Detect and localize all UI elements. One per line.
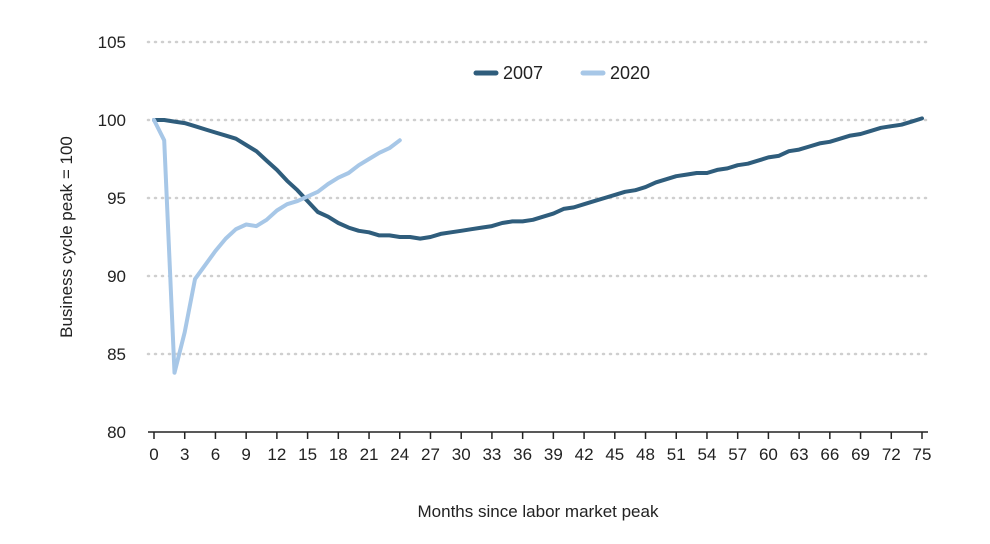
legend-label-2020: 2020 (610, 63, 650, 83)
x-tick-label: 42 (575, 445, 594, 464)
x-tick-label: 15 (298, 445, 317, 464)
x-tick-label: 54 (697, 445, 716, 464)
x-tick-label: 39 (544, 445, 563, 464)
y-tick-label: 90 (107, 267, 126, 286)
y-axis: 80 85 90 95 100 105 (98, 33, 126, 442)
x-tick-label: 36 (513, 445, 532, 464)
x-tick-label: 60 (759, 445, 778, 464)
legend-label-2007: 2007 (503, 63, 543, 83)
x-tick-label: 66 (820, 445, 839, 464)
y-axis-title: Business cycle peak = 100 (57, 136, 76, 338)
x-tick-label: 18 (329, 445, 348, 464)
x-tick-label: 27 (421, 445, 440, 464)
gridlines (146, 40, 930, 356)
x-tick-label: 45 (605, 445, 624, 464)
x-tick-label: 9 (241, 445, 250, 464)
x-tick-label: 72 (882, 445, 901, 464)
x-tick-label: 57 (728, 445, 747, 464)
x-tick-label: 48 (636, 445, 655, 464)
x-tick-label: 3 (180, 445, 189, 464)
x-tick-label: 33 (482, 445, 501, 464)
x-tick-label: 30 (452, 445, 471, 464)
y-tick-label: 80 (107, 423, 126, 442)
series-lines (152, 116, 924, 375)
series-line-2007 (152, 116, 924, 241)
y-tick-label: 100 (98, 111, 126, 130)
x-tick-label: 69 (851, 445, 870, 464)
x-tick-label: 21 (360, 445, 379, 464)
legend: 2007 2020 (473, 63, 650, 83)
x-axis-title: Months since labor market peak (418, 502, 659, 521)
x-tick-label: 12 (267, 445, 286, 464)
x-tick-label: 0 (149, 445, 158, 464)
series-line-2020 (152, 118, 402, 375)
x-tick-label: 6 (211, 445, 220, 464)
x-tick-label: 75 (913, 445, 932, 464)
x-tick-label: 24 (390, 445, 409, 464)
x-axis: 0 3 6 9 12 15 18 21 24 27 30 33 36 39 42 45 48 51 54 57 60 63… (148, 431, 932, 464)
y-tick-label: 105 (98, 33, 126, 52)
y-tick-label: 85 (107, 345, 126, 364)
x-tick-label: 63 (790, 445, 809, 464)
y-tick-label: 95 (107, 189, 126, 208)
x-tick-label: 51 (667, 445, 686, 464)
